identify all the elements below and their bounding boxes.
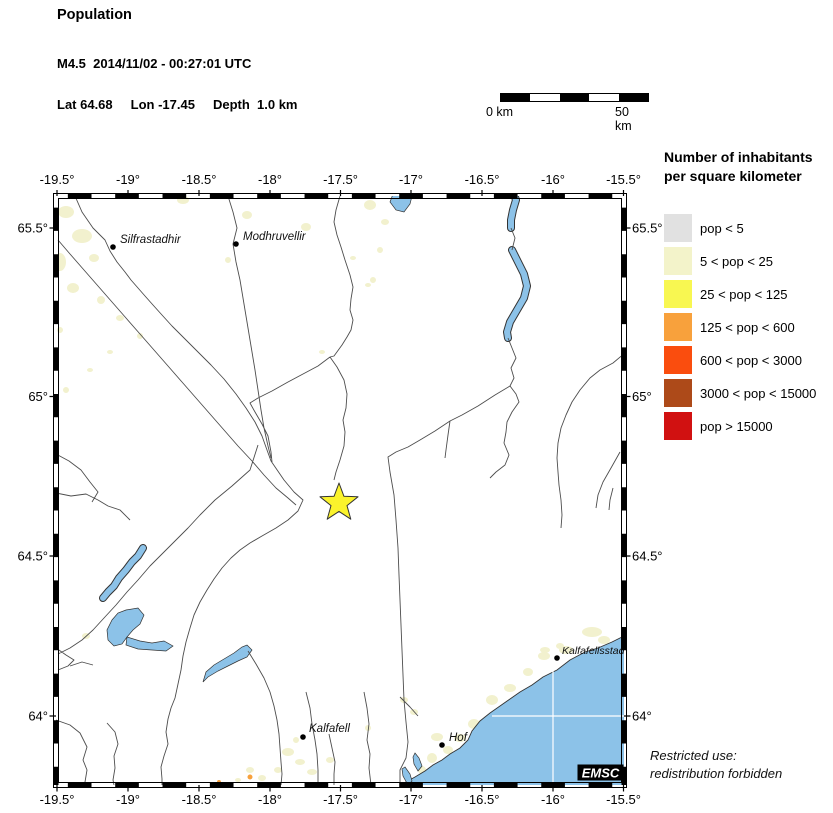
lon-tick-label: -16.5° <box>465 172 500 187</box>
population-legend: Number of inhabitants per square kilomet… <box>664 148 832 445</box>
lon-tick-label: -17° <box>399 172 423 187</box>
scale-bar-segment <box>530 94 560 101</box>
legend-row: pop < 5 <box>664 214 832 242</box>
lon-tick-label: -15.5° <box>606 172 641 187</box>
legend-title-line2: per square kilometer <box>664 168 802 184</box>
rivers <box>56 196 624 785</box>
latitude-labels-right: 65.5° 65° 64.5° 64° <box>632 221 663 724</box>
legend-label: 5 < pop < 25 <box>700 253 774 269</box>
graticule-lines <box>492 669 624 785</box>
lon-tick-label: -19.5° <box>40 792 75 807</box>
town-dot-kalfafellsstad <box>554 655 560 661</box>
lat-tick-label: 65° <box>28 389 48 404</box>
town-dot-modhruvellir <box>233 241 239 247</box>
legend-label: pop > 15000 <box>700 418 773 434</box>
event-latitude: Lat 64.68 <box>57 97 113 112</box>
event-coordinates: Lat 64.68 Lon -17.45 Depth 1.0 km <box>57 97 297 112</box>
event-depth: Depth 1.0 km <box>212 97 298 112</box>
legend-row: pop > 15000 <box>664 412 832 440</box>
town-label: Hof <box>449 732 469 744</box>
legend-swatch <box>664 214 692 242</box>
town-dot-hof <box>439 742 445 748</box>
town-label: Modhruvellir <box>243 231 307 243</box>
lon-tick-label: -19.5° <box>40 172 75 187</box>
legend-swatch <box>664 280 692 308</box>
lon-tick-label: -18° <box>258 792 282 807</box>
legend-swatch <box>664 412 692 440</box>
town-dot-kalfafell <box>300 734 306 740</box>
event-magnitude-datetime: M4.5 2014/11/02 - 00:27:01 UTC <box>57 56 252 71</box>
legend-label: 600 < pop < 3000 <box>700 352 802 368</box>
legend-title-line1: Number of inhabitants <box>664 149 813 165</box>
scale-bar: 0 km 50 km <box>486 93 649 133</box>
lon-tick-label: -15.5° <box>606 792 641 807</box>
legend-row: 125 < pop < 600 <box>664 313 832 341</box>
coastline <box>400 635 624 785</box>
lakes <box>106 196 423 785</box>
town-label: Silfrastadhir <box>120 234 182 246</box>
lat-tick-label: 64° <box>28 709 48 724</box>
restricted-use-notice: Restricted use: redistribution forbidden <box>650 747 782 783</box>
legend-items: pop < 5 5 < pop < 25 25 < pop < 125 125 … <box>664 214 832 440</box>
lon-tick-label: -19° <box>116 792 140 807</box>
map-frame <box>49 190 631 792</box>
scale-bar-zero-label: 0 km <box>486 105 514 119</box>
page-title: Population <box>57 7 132 23</box>
longitude-labels-top: -19.5° -19° -18.5° -18° -17.5° -17° -16.… <box>40 172 641 187</box>
lon-tick-label: -16° <box>541 172 565 187</box>
town-labels: Silfrastadhir Modhruvellir Kalfafellssta… <box>120 231 626 744</box>
scale-bar-max-label: 50 km <box>615 105 632 133</box>
lon-tick-label: -17.5° <box>323 792 358 807</box>
legend-row: 5 < pop < 25 <box>664 247 832 275</box>
legend-label: 125 < pop < 600 <box>700 319 795 335</box>
scale-bar-segments <box>500 93 649 102</box>
restricted-line2: redistribution forbidden <box>650 766 783 781</box>
lon-tick-label: -19° <box>116 172 140 187</box>
scale-bar-segment <box>589 94 619 101</box>
map-canvas: Silfrastadhir Modhruvellir Kalfafellssta… <box>56 196 626 785</box>
lon-tick-label: -18° <box>258 172 282 187</box>
legend-swatch <box>664 247 692 275</box>
town-dot-silfrastadhir <box>110 244 116 250</box>
lat-tick-label: 64° <box>632 709 652 724</box>
town-markers <box>110 241 560 748</box>
lon-tick-label: -16° <box>541 792 565 807</box>
scale-bar-segment <box>501 94 531 101</box>
town-label: Kalfafell <box>309 723 350 735</box>
lat-tick-label: 64.5° <box>632 549 663 564</box>
lon-tick-label: -18.5° <box>182 792 217 807</box>
town-label: Kalfafellsstad <box>562 645 626 657</box>
axis-ticks <box>49 190 631 792</box>
lat-tick-label: 65.5° <box>632 221 663 236</box>
lon-tick-label: -16.5° <box>465 792 500 807</box>
legend-row: 600 < pop < 3000 <box>664 346 832 374</box>
epicenter-star-icon <box>319 482 359 520</box>
legend-swatch <box>664 346 692 374</box>
legend-title: Number of inhabitants per square kilomet… <box>664 148 832 186</box>
restricted-line1: Restricted use: <box>650 748 737 763</box>
legend-label: pop < 5 <box>700 220 744 236</box>
latitude-labels-left: 65.5° 65° 64.5° 64° <box>17 221 48 724</box>
longitude-labels-bottom: -19.5° -19° -18.5° -18° -17.5° -17° -16.… <box>40 792 641 807</box>
emsc-attribution-box <box>577 764 624 781</box>
lon-tick-label: -18.5° <box>182 172 217 187</box>
lon-tick-label: -17° <box>399 792 423 807</box>
legend-swatch <box>664 313 692 341</box>
event-longitude: Lon -17.45 <box>130 97 195 112</box>
legend-swatch <box>664 379 692 407</box>
lat-tick-label: 65° <box>632 389 652 404</box>
lat-tick-label: 65.5° <box>17 221 48 236</box>
lon-tick-label: -17.5° <box>323 172 358 187</box>
scale-bar-segment <box>618 94 649 101</box>
legend-row: 3000 < pop < 15000 <box>664 379 832 407</box>
scale-bar-segment <box>559 94 590 101</box>
ocean <box>401 636 624 785</box>
lat-tick-label: 64.5° <box>17 549 48 564</box>
legend-row: 25 < pop < 125 <box>664 280 832 308</box>
emsc-attribution-label: EMSC <box>582 766 620 781</box>
legend-label: 3000 < pop < 15000 <box>700 385 817 401</box>
legend-label: 25 < pop < 125 <box>700 286 788 302</box>
